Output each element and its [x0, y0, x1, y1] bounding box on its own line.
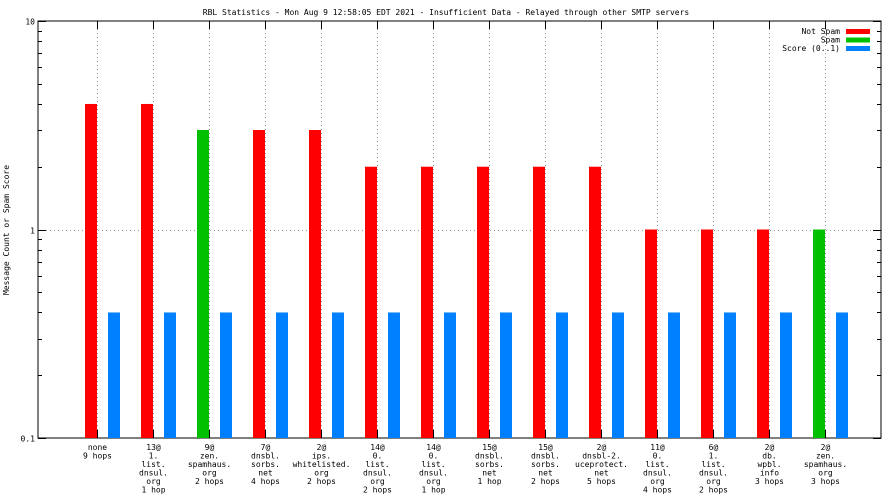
- x-tick-label: 2@ zen. spamhaus. org 3 hops: [804, 443, 847, 486]
- score-bar: [612, 312, 624, 438]
- x-tick-label: 13@ 1. list. dnsul. org 1 hop: [139, 443, 168, 495]
- not-spam-bar: [589, 166, 601, 439]
- x-tick-label: 15@ dnsbl. sorbs. net 1 hop: [475, 443, 504, 486]
- x-tick-label: 15@ dnsbl. sorbs. net 2 hops: [531, 443, 560, 486]
- y-axis-label: Message Count or Spam Score: [2, 165, 11, 295]
- score-bar: [220, 312, 232, 438]
- x-tick-label: none 9 hops: [83, 443, 112, 461]
- legend-label: Spam: [821, 36, 840, 45]
- score-bar: [724, 312, 736, 438]
- not-spam-bar: [85, 103, 97, 438]
- not-spam-bar: [141, 103, 153, 438]
- legend-swatch: [846, 46, 870, 51]
- score-bar: [668, 312, 680, 438]
- not-spam-bar: [253, 130, 265, 439]
- score-bar: [780, 312, 792, 438]
- score-bar: [556, 312, 568, 438]
- legend-swatch: [846, 37, 870, 43]
- not-spam-bar: [365, 166, 377, 439]
- not-spam-bar: [701, 229, 713, 438]
- spam-bar: [197, 130, 209, 439]
- score-bar: [332, 312, 344, 438]
- score-bar: [276, 312, 288, 438]
- not-spam-bar: [421, 166, 433, 439]
- x-tick-label: 9@ zen. spamhaus. org 2 hops: [188, 443, 231, 486]
- score-bar: [164, 312, 176, 438]
- score-bar: [836, 312, 848, 438]
- x-tick-label: 7@ dnsbl. sorbs. net 4 hops: [251, 443, 280, 486]
- y-tick-label: 1: [30, 227, 35, 236]
- legend-label: Not Spam: [801, 27, 840, 36]
- y-ticks: 0.1 1 10: [21, 18, 881, 444]
- legend-label: Score (0..1): [782, 44, 840, 53]
- chart-title: RBL Statistics - Mon Aug 9 12:58:05 EDT …: [203, 8, 690, 17]
- y-tick-label: 10: [25, 18, 35, 27]
- not-spam-bar: [645, 229, 657, 438]
- bars: [85, 103, 848, 439]
- score-bar: [108, 312, 120, 438]
- x-tick-labels: none 9 hops 13@ 1. list. dnsul. org 1 hop 9@ zen.…: [83, 21, 847, 495]
- x-tick-label: 2@ ips. whitelisted. org 2 hops: [293, 443, 351, 486]
- score-bar: [444, 312, 456, 438]
- x-tick-label: 2@ dnsbl-2. uceprotect. net 5 hops: [575, 443, 628, 486]
- score-bar: [388, 312, 400, 438]
- not-spam-bar: [309, 130, 321, 439]
- grid-lines: [38, 21, 881, 438]
- not-spam-bar: [757, 229, 769, 438]
- x-tick-label: 6@ 1. list. dnsul. org 2 hops: [699, 443, 728, 495]
- x-tick-label: 2@ db. wpbl. info 3 hops: [755, 443, 784, 486]
- not-spam-bar: [533, 166, 545, 439]
- x-tick-label: 14@ 0. list. dnsul. org 1 hop: [419, 443, 448, 495]
- y-tick-label: 0.1: [21, 435, 36, 444]
- plot-frame: [37, 20, 882, 439]
- x-tick-label: 11@ 0. list. dnsul. org 4 hops: [643, 443, 672, 495]
- score-bar: [500, 312, 512, 438]
- legend-swatch: [846, 29, 870, 34]
- spam-bar: [813, 229, 825, 438]
- x-tick-label: 14@ 0. list. dnsul. org 2 hops: [363, 443, 392, 495]
- not-spam-bar: [477, 166, 489, 439]
